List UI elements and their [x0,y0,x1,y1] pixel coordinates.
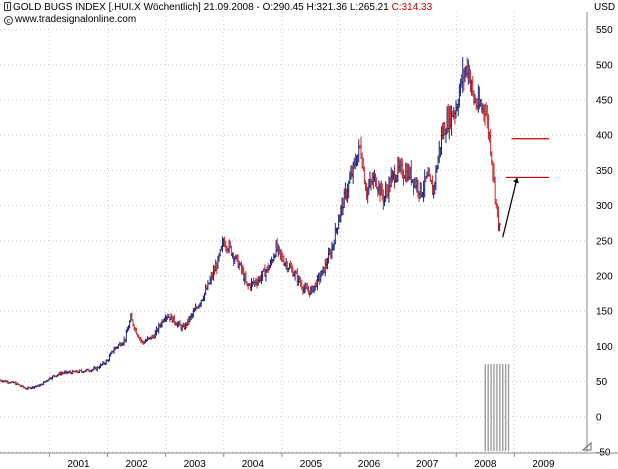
x-tick-label: 2003 [184,459,207,469]
source-line: c www.tradesignalonline.com [4,14,136,26]
x-tick-label: 2009 [532,459,555,469]
y-tick-label: 400 [596,131,613,142]
volume-bar [493,364,495,451]
y-tick-label: 300 [596,201,613,212]
x-tick-label: 2007 [416,459,439,469]
y-tick-label: 450 [596,96,613,107]
volume-bar [507,364,510,451]
projection-arrow-line [502,177,518,238]
y-tick-label: 100 [596,342,613,353]
y-tick-label: 500 [596,60,613,71]
volume-bar [490,364,492,451]
volume-bar [496,364,498,451]
volume-bar [484,364,486,451]
y-tick-label: 50 [596,377,608,388]
copyright-icon: c [4,16,13,25]
x-tick-label: 2008 [474,459,497,469]
x-tick-label: 2004 [242,459,265,469]
interval-label: Wöchentlich] [143,2,201,13]
volume-bars [484,364,510,451]
volume-bar [504,364,507,451]
y-tick-label: 0 [596,412,602,423]
x-tick-label: 2002 [125,459,148,469]
x-tick-label: 2001 [67,459,90,469]
chart-header: GOLD BUGS INDEX [.HUI.X Wöchentlich] 21.… [4,2,432,14]
source-url: www.tradesignalonline.com [15,14,137,25]
close-value: C:314.33 [391,2,433,13]
y-tick-label: 200 [596,272,613,283]
instrument-name: GOLD BUGS INDEX [.HUI.X [13,2,141,13]
projection-arrow-head [513,177,519,184]
x-tick-label: 2005 [300,459,323,469]
y-tick-label: 550 [596,25,613,36]
chart-type-icon[interactable] [4,2,11,11]
grid-lines [0,12,587,453]
axis-labels: -500501001502002503003504004505005502001… [0,12,618,469]
annotation-layer [502,138,550,238]
x-tick-label: 2006 [358,459,381,469]
candlestick-series [0,57,502,390]
bar-date: 21.09.2008 [203,2,254,13]
y-tick-label: 250 [596,236,613,247]
ohlc-values: - O:290.45 H:321.36 L:265.21 [256,2,389,13]
y-tick-label: 150 [596,307,613,318]
volume-bar [499,364,501,451]
y-tick-label: 350 [596,166,613,177]
volume-bar [487,364,489,451]
resize-corner-icon [581,441,592,451]
volume-bar [502,364,504,451]
unit-label: USD [594,2,616,13]
